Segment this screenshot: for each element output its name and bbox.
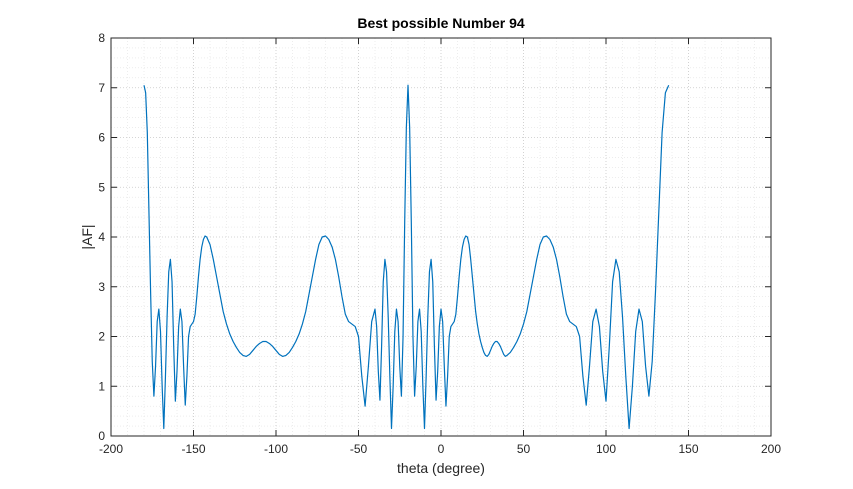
y-tick-label: 1 [98, 379, 105, 393]
x-tick-label: 100 [596, 442, 616, 456]
x-tick-label: 0 [438, 442, 445, 456]
y-tick-label: 3 [98, 280, 105, 294]
x-tick-label: -100 [264, 442, 288, 456]
x-tick-label: -50 [350, 442, 368, 456]
tick-marks [110, 37, 772, 437]
x-axis-title: theta (degree) [397, 460, 485, 476]
y-tick-label: 4 [98, 230, 105, 244]
y-tick-label: 8 [98, 31, 105, 45]
chart-title: Best possible Number 94 [357, 15, 524, 31]
y-tick-label: 0 [98, 429, 105, 443]
x-axis-tick-labels: -200 -150 -100 -50 0 50 100 150 200 [99, 442, 781, 456]
series-line [143, 84, 670, 430]
y-tick-label: 2 [98, 330, 105, 344]
series-layer [143, 84, 670, 430]
y-tick-label: 7 [98, 81, 105, 95]
y-tick-label: 6 [98, 131, 105, 145]
x-tick-label: -150 [181, 442, 205, 456]
x-tick-label: 150 [678, 442, 698, 456]
x-tick-label: -200 [99, 442, 123, 456]
y-tick-label: 5 [98, 180, 105, 194]
x-tick-label: 200 [761, 442, 781, 456]
y-axis-tick-labels: 0 1 2 3 4 5 6 7 8 [98, 31, 105, 443]
x-tick-label: 50 [517, 442, 531, 456]
y-axis-title: |AF| [79, 224, 95, 249]
